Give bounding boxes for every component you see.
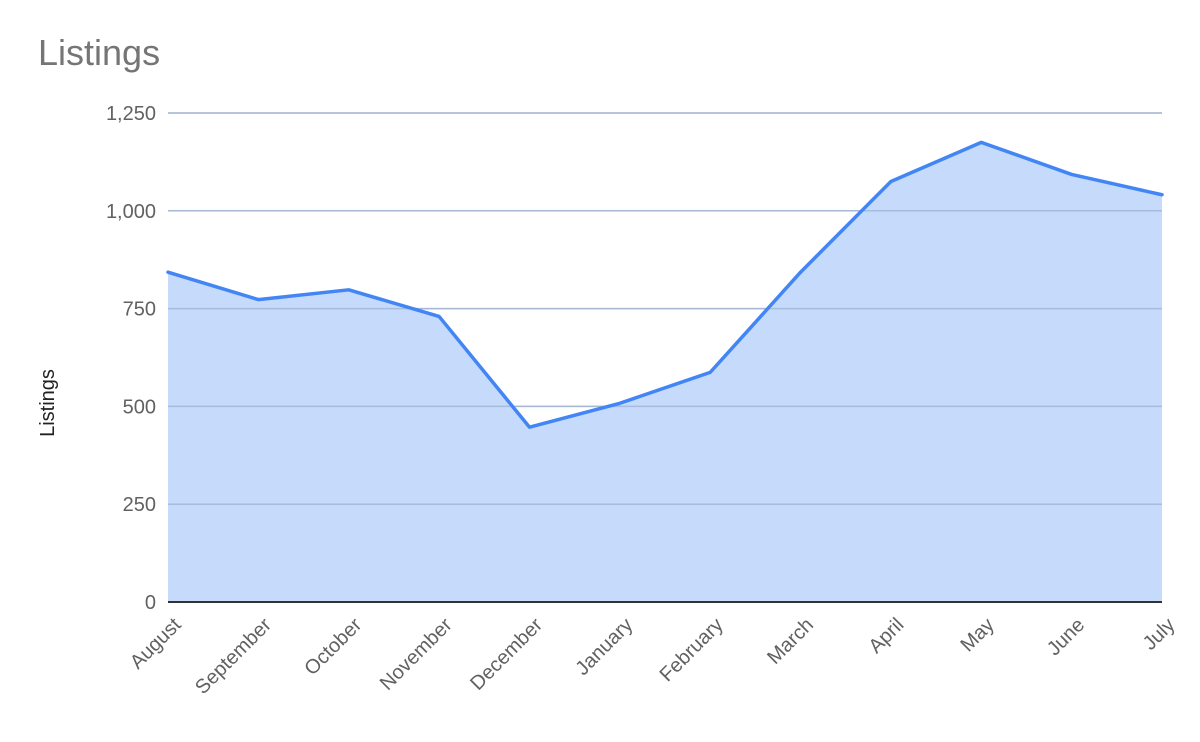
- x-tick-label: August: [126, 614, 186, 674]
- chart-title: Listings: [38, 32, 161, 73]
- x-tick-label: December: [466, 614, 547, 695]
- area-series: [168, 112, 1162, 602]
- x-tick-label: July: [1139, 614, 1180, 655]
- y-tick-label: 1,000: [106, 201, 156, 223]
- y-tick-label: 250: [123, 494, 156, 516]
- x-tick-label: September: [191, 614, 276, 699]
- y-tick-label: 500: [123, 396, 156, 418]
- x-tick-label: May: [957, 614, 999, 656]
- line-series: [166, 140, 1164, 429]
- x-tick-label: October: [300, 614, 366, 680]
- x-axis-ticks: August September October November December Ja…: [126, 614, 1180, 699]
- x-tick-label: March: [763, 614, 818, 669]
- x-tick-label: February: [656, 614, 728, 686]
- x-tick-label: November: [376, 614, 457, 695]
- x-tick-label: April: [865, 614, 909, 658]
- x-tick-label: January: [571, 614, 637, 680]
- y-tick-label: 0: [145, 592, 156, 614]
- y-axis-ticks: 0 250 500 750 1,000 1,250: [106, 103, 156, 614]
- x-tick-label: June: [1043, 614, 1089, 660]
- y-tick-label: 1,250: [106, 103, 156, 125]
- y-axis-label: Listings: [37, 369, 59, 437]
- area-fill: [168, 142, 1162, 602]
- y-tick-label: 750: [123, 299, 156, 321]
- series-line: [166, 140, 1164, 429]
